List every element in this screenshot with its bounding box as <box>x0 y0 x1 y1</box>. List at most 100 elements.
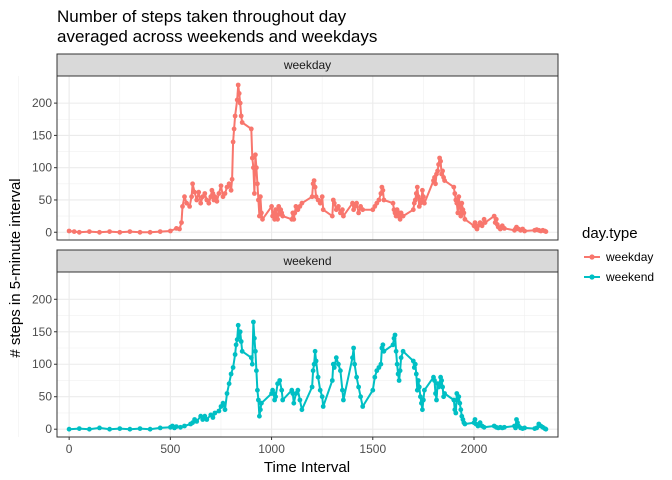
data-point <box>259 400 264 406</box>
data-point <box>394 361 400 367</box>
data-point <box>390 342 396 348</box>
data-point <box>280 213 286 219</box>
data-point <box>194 197 200 203</box>
x-tick-label: 0 <box>66 442 73 456</box>
data-point <box>248 126 254 132</box>
data-point <box>107 229 112 235</box>
x-axis-label: Time Interval <box>264 459 350 476</box>
data-point <box>338 368 343 374</box>
data-point <box>273 207 278 213</box>
data-point <box>226 181 232 187</box>
data-point <box>336 361 341 367</box>
x-tick-label: 500 <box>160 442 180 456</box>
data-point <box>329 213 335 219</box>
data-point <box>341 397 346 403</box>
data-point <box>317 200 323 206</box>
data-point <box>341 213 346 219</box>
data-point <box>273 394 278 400</box>
data-point <box>97 425 102 431</box>
data-point <box>157 425 163 431</box>
data-point <box>206 200 212 206</box>
data-point <box>174 424 179 429</box>
data-point <box>358 394 363 400</box>
data-point <box>214 198 220 204</box>
data-point <box>462 421 468 427</box>
data-point <box>534 425 540 431</box>
data-point <box>421 194 426 200</box>
y-tick-label: 50 <box>39 193 53 207</box>
data-point <box>472 417 478 422</box>
data-point <box>459 200 465 206</box>
data-point <box>97 229 102 235</box>
data-point <box>233 342 239 348</box>
data-point <box>238 339 244 344</box>
data-point <box>413 371 419 377</box>
data-point <box>275 216 280 222</box>
data-point <box>461 210 467 216</box>
data-point <box>312 184 318 190</box>
data-point <box>66 228 72 234</box>
data-point <box>177 226 182 232</box>
series-weekday <box>66 82 549 235</box>
data-point <box>236 334 242 340</box>
chart-title-line-1: Number of steps taken throughout day <box>57 7 347 26</box>
legend-item-weekday: weekday <box>584 250 653 264</box>
panel-border <box>56 75 559 241</box>
data-point <box>253 348 258 354</box>
y-tick-label: 100 <box>32 357 52 371</box>
x-tick-label: 1500 <box>359 442 386 456</box>
data-point <box>393 348 399 354</box>
data-point <box>117 426 123 431</box>
data-point <box>320 404 326 409</box>
data-point <box>182 423 187 429</box>
data-point <box>331 365 337 370</box>
data-point <box>356 384 361 390</box>
series-weekend <box>66 319 549 432</box>
data-point <box>269 204 274 209</box>
data-point <box>295 387 301 393</box>
data-point <box>226 381 232 387</box>
y-axis-label: # steps in 5-minute interval <box>7 178 24 357</box>
data-point <box>280 397 286 403</box>
data-point <box>234 97 240 103</box>
data-point <box>194 419 200 424</box>
data-point <box>237 100 243 106</box>
data-point <box>237 329 243 335</box>
data-point <box>381 348 387 354</box>
data-point <box>310 368 316 374</box>
legend-item-weekend: weekend <box>584 270 654 284</box>
data-point <box>253 152 258 158</box>
data-point <box>397 216 403 222</box>
data-point <box>168 228 173 234</box>
data-point <box>442 391 447 396</box>
data-point <box>204 417 210 422</box>
legend-key-point <box>589 254 595 260</box>
data-point <box>372 374 378 380</box>
data-point <box>220 400 226 406</box>
data-point <box>522 425 527 431</box>
data-point <box>147 426 153 432</box>
data-point <box>340 387 345 393</box>
facet-strip-label: weekday <box>283 58 331 72</box>
chart-title-line-2: averaged across weekends and weekdays <box>57 27 378 46</box>
data-point <box>87 426 92 432</box>
data-point <box>331 200 337 206</box>
data-point <box>458 213 464 219</box>
panel-background <box>57 272 558 437</box>
data-point <box>254 165 259 171</box>
data-point <box>493 216 499 222</box>
data-point <box>309 194 315 200</box>
data-point <box>333 355 339 361</box>
legend-title: day.type <box>582 225 638 242</box>
data-point <box>502 424 507 430</box>
data-point <box>390 200 396 206</box>
data-point <box>236 91 242 96</box>
data-point <box>147 229 153 235</box>
data-point <box>397 368 403 374</box>
x-tick-label: 2000 <box>461 442 488 456</box>
data-point <box>420 187 425 193</box>
data-point <box>258 194 263 200</box>
